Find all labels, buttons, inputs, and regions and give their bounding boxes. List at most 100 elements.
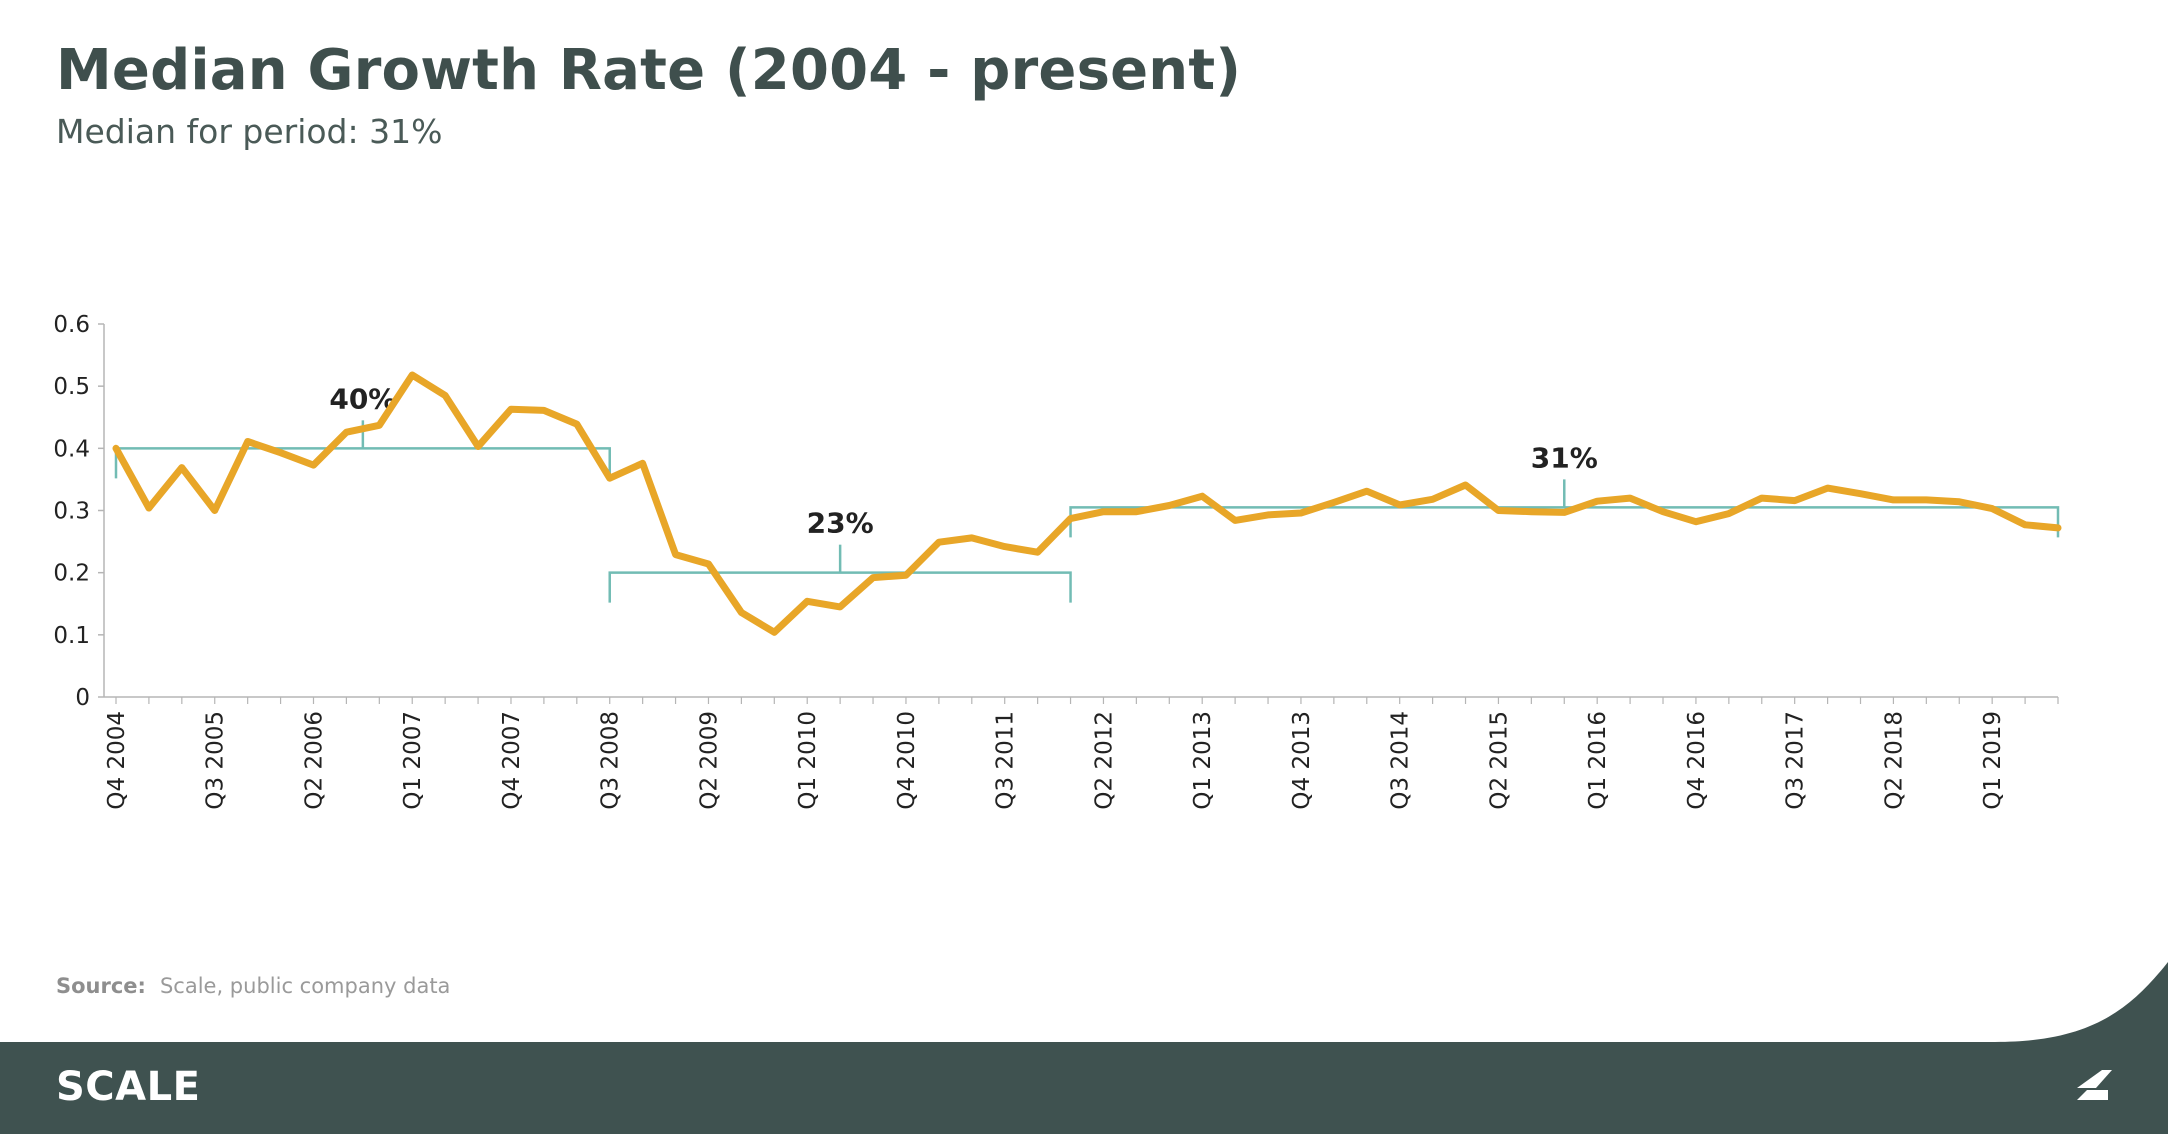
chart-subtitle: Median for period: 31% — [56, 112, 443, 151]
y-tick-label: 0 — [75, 685, 90, 711]
x-tick-label: Q4 2004 — [104, 711, 130, 810]
data-point — [411, 374, 413, 376]
data-point — [707, 563, 709, 565]
data-point — [1892, 499, 1894, 501]
data-point — [510, 408, 512, 410]
y-tick-label: 0.1 — [53, 623, 90, 649]
x-tick-label: Q4 2016 — [1684, 711, 1710, 810]
data-point — [1794, 500, 1796, 502]
data-point — [1728, 513, 1730, 515]
source-label: Source: — [56, 974, 146, 998]
data-point — [1827, 487, 1829, 489]
data-point — [1168, 505, 1170, 507]
data-point — [806, 600, 808, 602]
data-point — [1596, 500, 1598, 502]
data-point — [1234, 519, 1236, 521]
data-point — [2057, 527, 2059, 529]
x-tick-label: Q1 2019 — [1980, 711, 2006, 810]
source-note: Source: Scale, public company data — [56, 974, 450, 998]
footer-background — [0, 962, 2168, 1134]
chart-axes: 0 0.1 0.2 0.3 0.4 0.5 0.6 Q4 2004 Q3 2005 Q2 2006… — [53, 312, 2059, 810]
bracket: 23% — [608, 507, 1072, 603]
data-point — [938, 541, 940, 543]
data-point — [1761, 497, 1763, 499]
data-point — [1629, 497, 1631, 499]
data-point — [905, 574, 907, 576]
data-point — [148, 507, 150, 509]
data-point — [1300, 512, 1302, 514]
bracket-label: 31% — [1531, 441, 1598, 474]
data-point — [1037, 551, 1039, 553]
y-tick-label: 0.2 — [53, 561, 90, 587]
y-tick-label: 0.6 — [53, 312, 90, 338]
data-point — [1004, 546, 1006, 548]
data-point — [1497, 510, 1499, 511]
data-point — [477, 445, 479, 447]
data-point — [1102, 511, 1104, 513]
data-point — [1958, 501, 1960, 503]
data-point — [1563, 511, 1565, 513]
x-tick-label: Q4 2007 — [499, 711, 525, 810]
data-point — [181, 467, 183, 469]
data-point — [609, 477, 611, 479]
x-tick-label: Q2 2009 — [696, 711, 722, 810]
data-point — [247, 440, 249, 442]
data-point — [773, 631, 775, 633]
data-point — [1201, 495, 1203, 497]
chart-title: Median Growth Rate (2004 - present) — [56, 38, 1242, 103]
data-point — [576, 423, 578, 425]
series-line — [112, 371, 2062, 636]
x-tick-label: Q2 2012 — [1091, 711, 1117, 810]
x-tick-label: Q3 2017 — [1783, 711, 1809, 810]
data-point — [378, 424, 380, 426]
data-point — [1333, 501, 1335, 503]
x-tick-label: Q4 2010 — [894, 711, 920, 810]
data-point — [312, 464, 314, 466]
data-point — [1267, 514, 1269, 516]
y-tick-label: 0.4 — [53, 436, 90, 462]
x-tick-label: Q3 2014 — [1388, 711, 1414, 810]
brand-logo: SCALE — [56, 1064, 201, 1110]
chart-series — [112, 371, 2062, 636]
x-tick-label: Q1 2010 — [795, 711, 821, 810]
data-point — [115, 447, 117, 449]
data-point — [280, 452, 282, 454]
data-point — [1991, 508, 1993, 510]
x-tick-label: Q1 2016 — [1585, 711, 1611, 810]
x-tick-label: Q1 2013 — [1190, 711, 1216, 810]
x-tick-label: Q2 2018 — [1881, 711, 1907, 810]
data-point — [1925, 499, 1927, 501]
data-point — [1432, 498, 1434, 500]
source-text: Scale, public company data — [159, 974, 451, 998]
x-tick-label: Q4 2013 — [1289, 711, 1315, 810]
data-point — [839, 606, 841, 608]
data-point — [1465, 484, 1467, 486]
bracket: 40% — [114, 382, 611, 479]
data-point — [740, 611, 742, 613]
data-point — [543, 409, 545, 411]
data-point — [1366, 490, 1368, 492]
y-tick-label: 0.3 — [53, 499, 90, 525]
data-point — [872, 577, 874, 579]
data-point — [675, 554, 677, 556]
data-point — [1695, 521, 1697, 523]
bracket-label: 23% — [807, 507, 874, 540]
data-point — [971, 537, 973, 539]
data-point — [1662, 511, 1664, 513]
data-point — [2024, 524, 2026, 526]
x-tick-label: Q3 2011 — [993, 711, 1019, 810]
y-tick-label: 0.5 — [53, 374, 90, 400]
x-tick-label: Q3 2005 — [203, 711, 229, 810]
x-tick-label: Q2 2006 — [301, 711, 327, 810]
data-point — [1135, 511, 1137, 513]
data-point — [1070, 518, 1072, 520]
x-tick-label: Q1 2007 — [400, 711, 426, 810]
x-tick-label: Q2 2015 — [1486, 711, 1512, 810]
data-point — [444, 394, 446, 396]
scale-logo-icon — [2077, 1070, 2112, 1100]
data-point — [1399, 504, 1401, 506]
x-tick-label: Q3 2008 — [598, 711, 624, 810]
bracket-label: 40% — [329, 382, 396, 415]
period-brackets: 40% 23% 31% — [114, 382, 2060, 603]
